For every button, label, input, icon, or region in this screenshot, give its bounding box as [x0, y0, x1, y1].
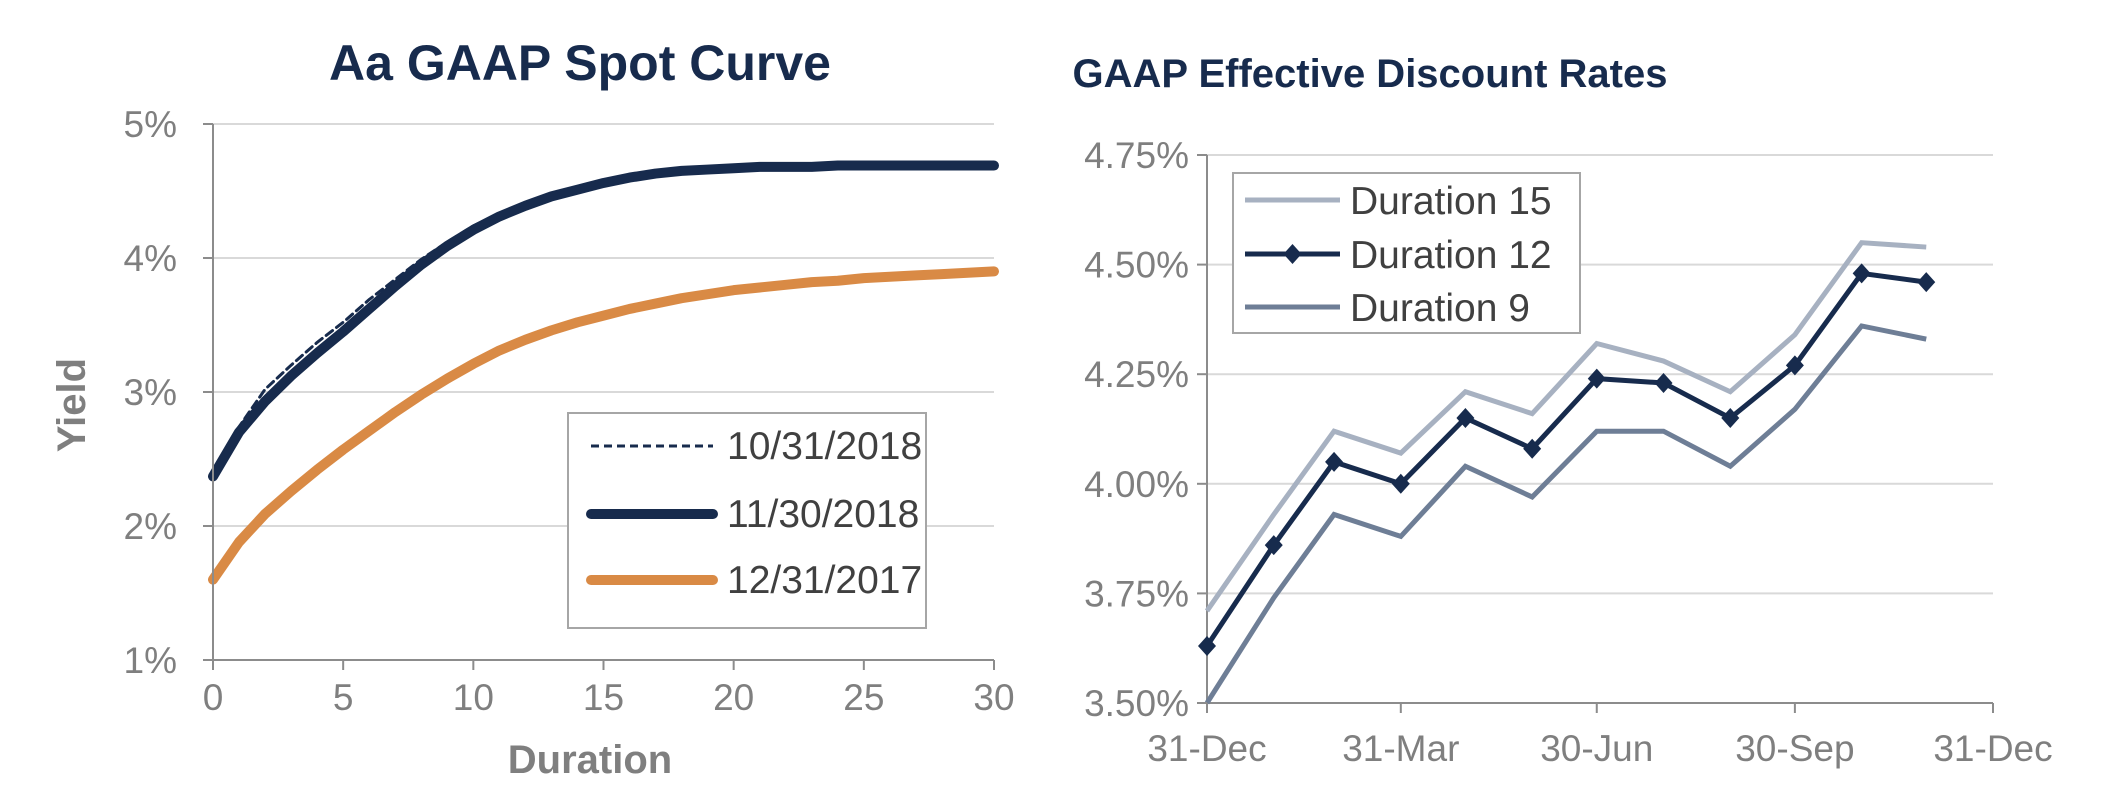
- y-tick-label: 4.75%: [1084, 135, 1189, 176]
- legend-label-duration-12: Duration 12: [1350, 234, 1552, 277]
- y-tick-label: 5%: [124, 104, 177, 145]
- effective-rates-chart: GAAP Effective Discount Rates 3.50% 3.75%…: [1073, 52, 2053, 769]
- spot-curve-ticks: 1% 2% 3% 4% 5% 0 5 10 15 20 25 30: [124, 104, 1015, 718]
- x-tick-label: 31-Dec: [1933, 728, 2052, 769]
- legend-label-duration-9: Duration 9: [1350, 287, 1530, 330]
- x-tick-label: 31-Mar: [1342, 728, 1459, 769]
- x-tick-label: 30-Jun: [1540, 728, 1653, 769]
- x-tick-label: 31-Dec: [1147, 728, 1266, 769]
- x-tick-label: 5: [333, 677, 354, 718]
- data-point-duration-12: [1456, 408, 1475, 429]
- effective-rates-series: [1198, 240, 1936, 705]
- data-point-duration-12: [1325, 451, 1344, 472]
- legend-label-12-31-2017: 12/31/2017: [727, 559, 922, 602]
- data-point-duration-12: [1523, 438, 1542, 459]
- x-tick-label: 30-Sep: [1735, 728, 1854, 769]
- data-point-duration-12: [1587, 368, 1606, 389]
- y-tick-label: 3.50%: [1084, 683, 1189, 724]
- legend-label-11-30-2018: 11/30/2018: [727, 493, 919, 536]
- spot-curve-series: [208, 160, 999, 585]
- y-tick-label: 4.25%: [1084, 354, 1189, 395]
- legend-label-duration-15: Duration 15: [1350, 180, 1552, 223]
- data-point-duration-12: [1391, 473, 1410, 494]
- series-line-11-30-2018: [208, 160, 999, 482]
- spot-curve-y-axis-label: Yield: [50, 358, 94, 452]
- effective-rates-ticks: 3.50% 3.75% 4.00% 4.25% 4.50% 4.75% 31-Dec 31-M…: [1084, 135, 2053, 769]
- data-point-duration-12: [1264, 535, 1283, 556]
- x-tick-label: 0: [203, 677, 224, 718]
- data-point-duration-12: [1852, 263, 1871, 284]
- series-line-duration-15: [1204, 240, 1927, 613]
- series-line-duration-12: [1204, 270, 1927, 648]
- y-tick-label: 3.75%: [1084, 573, 1189, 614]
- y-tick-label: 1%: [124, 640, 177, 681]
- x-tick-label: 10: [453, 677, 494, 718]
- legend-label-10-31-2018: 10/31/2018: [727, 425, 922, 468]
- legend-diamond-marker-icon: [1283, 244, 1302, 264]
- series-line-12-31-2017: [208, 266, 999, 585]
- data-point-duration-12: [1917, 272, 1936, 293]
- spot-curve-title: Aa GAAP Spot Curve: [329, 35, 831, 91]
- effective-rates-legend: Duration 15 Duration 12 Duration 9: [1232, 172, 1581, 334]
- y-tick-label: 3%: [124, 372, 177, 413]
- spot-curve-chart: Aa GAAP Spot Curve 1% 2% 3% 4% 5% 0 5 10 15 20 25 3…: [50, 35, 1015, 782]
- spot-curve-x-axis-label: Duration: [508, 738, 672, 782]
- x-tick-label: 15: [583, 677, 624, 718]
- x-tick-label: 20: [713, 677, 754, 718]
- data-point-duration-12: [1654, 372, 1673, 393]
- spot-curve-legend: 10/31/2018 11/30/2018 12/31/2017: [567, 412, 927, 629]
- data-point-duration-12: [1721, 408, 1740, 429]
- spot-curve-legend-box: [567, 412, 927, 629]
- y-tick-label: 2%: [124, 506, 177, 547]
- y-tick-label: 4%: [124, 238, 177, 279]
- y-tick-label: 4.00%: [1084, 464, 1189, 505]
- data-point-duration-12: [1198, 636, 1216, 657]
- y-tick-label: 4.50%: [1084, 245, 1189, 286]
- series-line-duration-9: [1204, 323, 1927, 705]
- data-point-duration-12: [1785, 355, 1804, 376]
- x-tick-label: 30: [973, 677, 1014, 718]
- x-tick-label: 25: [843, 677, 884, 718]
- effective-rates-title: GAAP Effective Discount Rates: [1073, 52, 1668, 96]
